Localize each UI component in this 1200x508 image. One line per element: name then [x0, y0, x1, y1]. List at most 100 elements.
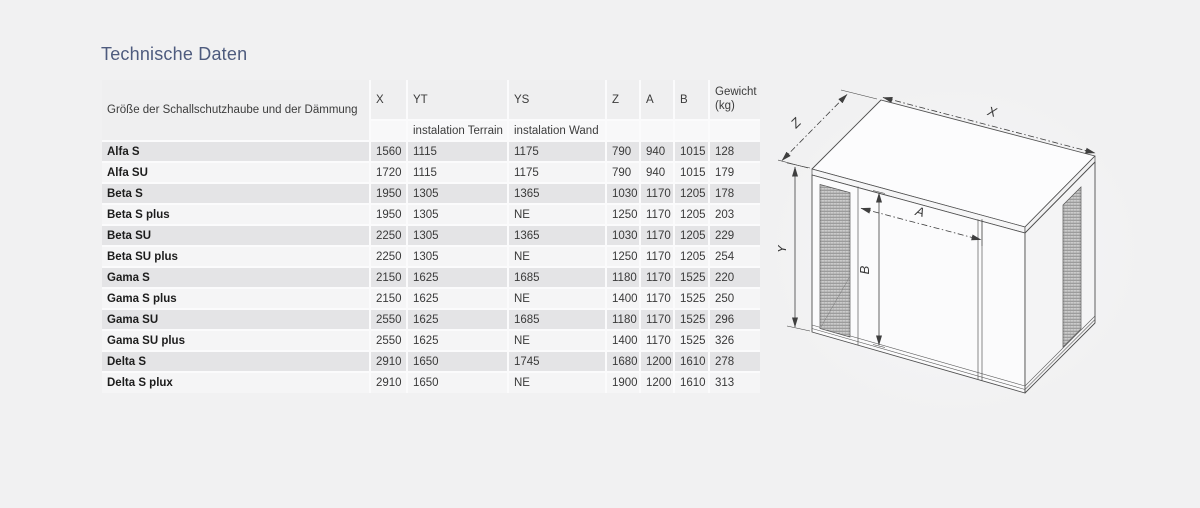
- value-cell: 1015: [673, 140, 710, 163]
- model-name-cell: Delta S: [102, 350, 371, 373]
- value-cell: 1625: [406, 287, 509, 310]
- enclosure-technical-drawing: Z X Y A B: [778, 89, 1096, 394]
- value-cell: 220: [708, 266, 760, 289]
- value-cell: 2550: [369, 308, 408, 331]
- dimension-y: [786, 162, 811, 332]
- dim-label-y: Y: [778, 243, 789, 253]
- side-ventilation-grille: [1062, 186, 1082, 348]
- column-header-b: B: [673, 80, 710, 121]
- column-header-yt: YT: [406, 80, 509, 121]
- value-cell: 1170: [639, 182, 675, 205]
- value-cell: 1205: [673, 224, 710, 247]
- subheader-ys: instalation Wand: [507, 119, 607, 142]
- table-row: Delta S plux 2910 1650 NE 1900 1200 1610 313: [102, 371, 760, 393]
- table-row: Delta S 2910 1650 1745 1680 1200 1610 278: [102, 350, 760, 373]
- table-row: Beta S 1950 1305 1365 1030 1170 1205 178: [102, 182, 760, 205]
- front-ventilation-grille: [819, 184, 851, 338]
- subheader-gewicht: [708, 119, 760, 142]
- subheader-a: [639, 119, 675, 142]
- value-cell: 1650: [406, 350, 509, 373]
- value-cell: NE: [507, 329, 607, 352]
- subheader-b: [673, 119, 710, 142]
- front-grille-diagonal: [820, 277, 850, 328]
- table-row: Alfa SU 1720 1115 1175 790 940 1015 179: [102, 161, 760, 184]
- table-row: Beta S plus 1950 1305 NE 1250 1170 1205 203: [102, 203, 760, 226]
- value-cell: 179: [708, 161, 760, 184]
- value-cell: 1625: [406, 308, 509, 331]
- value-cell: 1525: [673, 266, 710, 289]
- value-cell: 1180: [605, 308, 641, 331]
- value-cell: 2910: [369, 350, 408, 373]
- model-name-cell: Gama SU plus: [102, 329, 371, 352]
- model-name-cell: Gama S plus: [102, 287, 371, 310]
- value-cell: NE: [507, 245, 607, 268]
- value-cell: 2550: [369, 329, 408, 352]
- table-row: Beta SU 2250 1305 1365 1030 1170 1205 229: [102, 224, 760, 247]
- table-row: Gama S 2150 1625 1685 1180 1170 1525 220: [102, 266, 760, 289]
- value-cell: 1305: [406, 203, 509, 226]
- value-cell: 278: [708, 350, 760, 373]
- dim-label-a: A: [913, 203, 926, 220]
- box-base-lines: [811, 315, 1096, 390]
- value-cell: 2250: [369, 224, 408, 247]
- value-cell: 1950: [369, 203, 408, 226]
- table-row: Alfa S 1560 1115 1175 790 940 1015 128: [102, 140, 760, 163]
- value-cell: 1170: [639, 287, 675, 310]
- value-cell: NE: [507, 371, 607, 393]
- table-row: Gama S plus 2150 1625 NE 1400 1170 1525 250: [102, 287, 760, 310]
- value-cell: 1685: [507, 266, 607, 289]
- value-cell: 1030: [605, 224, 641, 247]
- dimension-x: [882, 97, 1096, 154]
- value-cell: 1015: [673, 161, 710, 184]
- dimensions-table-wrap: Größe der Schallschutzhaube und der Dämm…: [102, 80, 760, 393]
- column-header-a: A: [639, 80, 675, 121]
- value-cell: NE: [507, 287, 607, 310]
- value-cell: 1200: [639, 350, 675, 373]
- dimension-b: [872, 190, 886, 348]
- value-cell: 1400: [605, 329, 641, 352]
- value-cell: 178: [708, 182, 760, 205]
- value-cell: 1900: [605, 371, 641, 393]
- model-name-cell: Alfa S: [102, 140, 371, 163]
- table-row: Beta SU plus 2250 1305 NE 1250 1170 1205 254: [102, 245, 760, 268]
- table-subheader-row: instalation Terrain instalation Wand: [102, 119, 760, 142]
- value-cell: 1525: [673, 308, 710, 331]
- model-name-cell: Alfa SU: [102, 161, 371, 184]
- value-cell: NE: [507, 203, 607, 226]
- value-cell: 1610: [673, 371, 710, 393]
- value-cell: 1625: [406, 329, 509, 352]
- value-cell: 250: [708, 287, 760, 310]
- value-cell: 1250: [605, 203, 641, 226]
- front-door-edge: [977, 219, 983, 381]
- value-cell: 203: [708, 203, 760, 226]
- value-cell: 1305: [406, 182, 509, 205]
- page-title: Technische Daten: [101, 44, 248, 64]
- model-name-cell: Beta SU: [102, 224, 371, 247]
- dimensions-table: Größe der Schallschutzhaube und der Dämm…: [102, 80, 760, 393]
- value-cell: 1115: [406, 161, 509, 184]
- value-cell: 1365: [507, 224, 607, 247]
- column-header-gewicht: Gewicht (kg): [708, 80, 760, 121]
- value-cell: 2150: [369, 287, 408, 310]
- value-cell: 940: [639, 161, 675, 184]
- value-cell: 790: [605, 161, 641, 184]
- value-cell: 1170: [639, 245, 675, 268]
- value-cell: 1200: [639, 371, 675, 393]
- value-cell: 1250: [605, 245, 641, 268]
- dim-label-b: B: [857, 265, 872, 274]
- value-cell: 1720: [369, 161, 408, 184]
- value-cell: 1305: [406, 224, 509, 247]
- value-cell: 2910: [369, 371, 408, 393]
- value-cell: 1950: [369, 182, 408, 205]
- value-cell: 1170: [639, 224, 675, 247]
- value-cell: 254: [708, 245, 760, 268]
- column-header-z: Z: [605, 80, 641, 121]
- column-header-ys: YS: [507, 80, 607, 121]
- model-name-cell: Gama S: [102, 266, 371, 289]
- model-name-cell: Beta SU plus: [102, 245, 371, 268]
- value-cell: 326: [708, 329, 760, 352]
- value-cell: 790: [605, 140, 641, 163]
- value-cell: 1560: [369, 140, 408, 163]
- enclosure-box: [811, 99, 1096, 394]
